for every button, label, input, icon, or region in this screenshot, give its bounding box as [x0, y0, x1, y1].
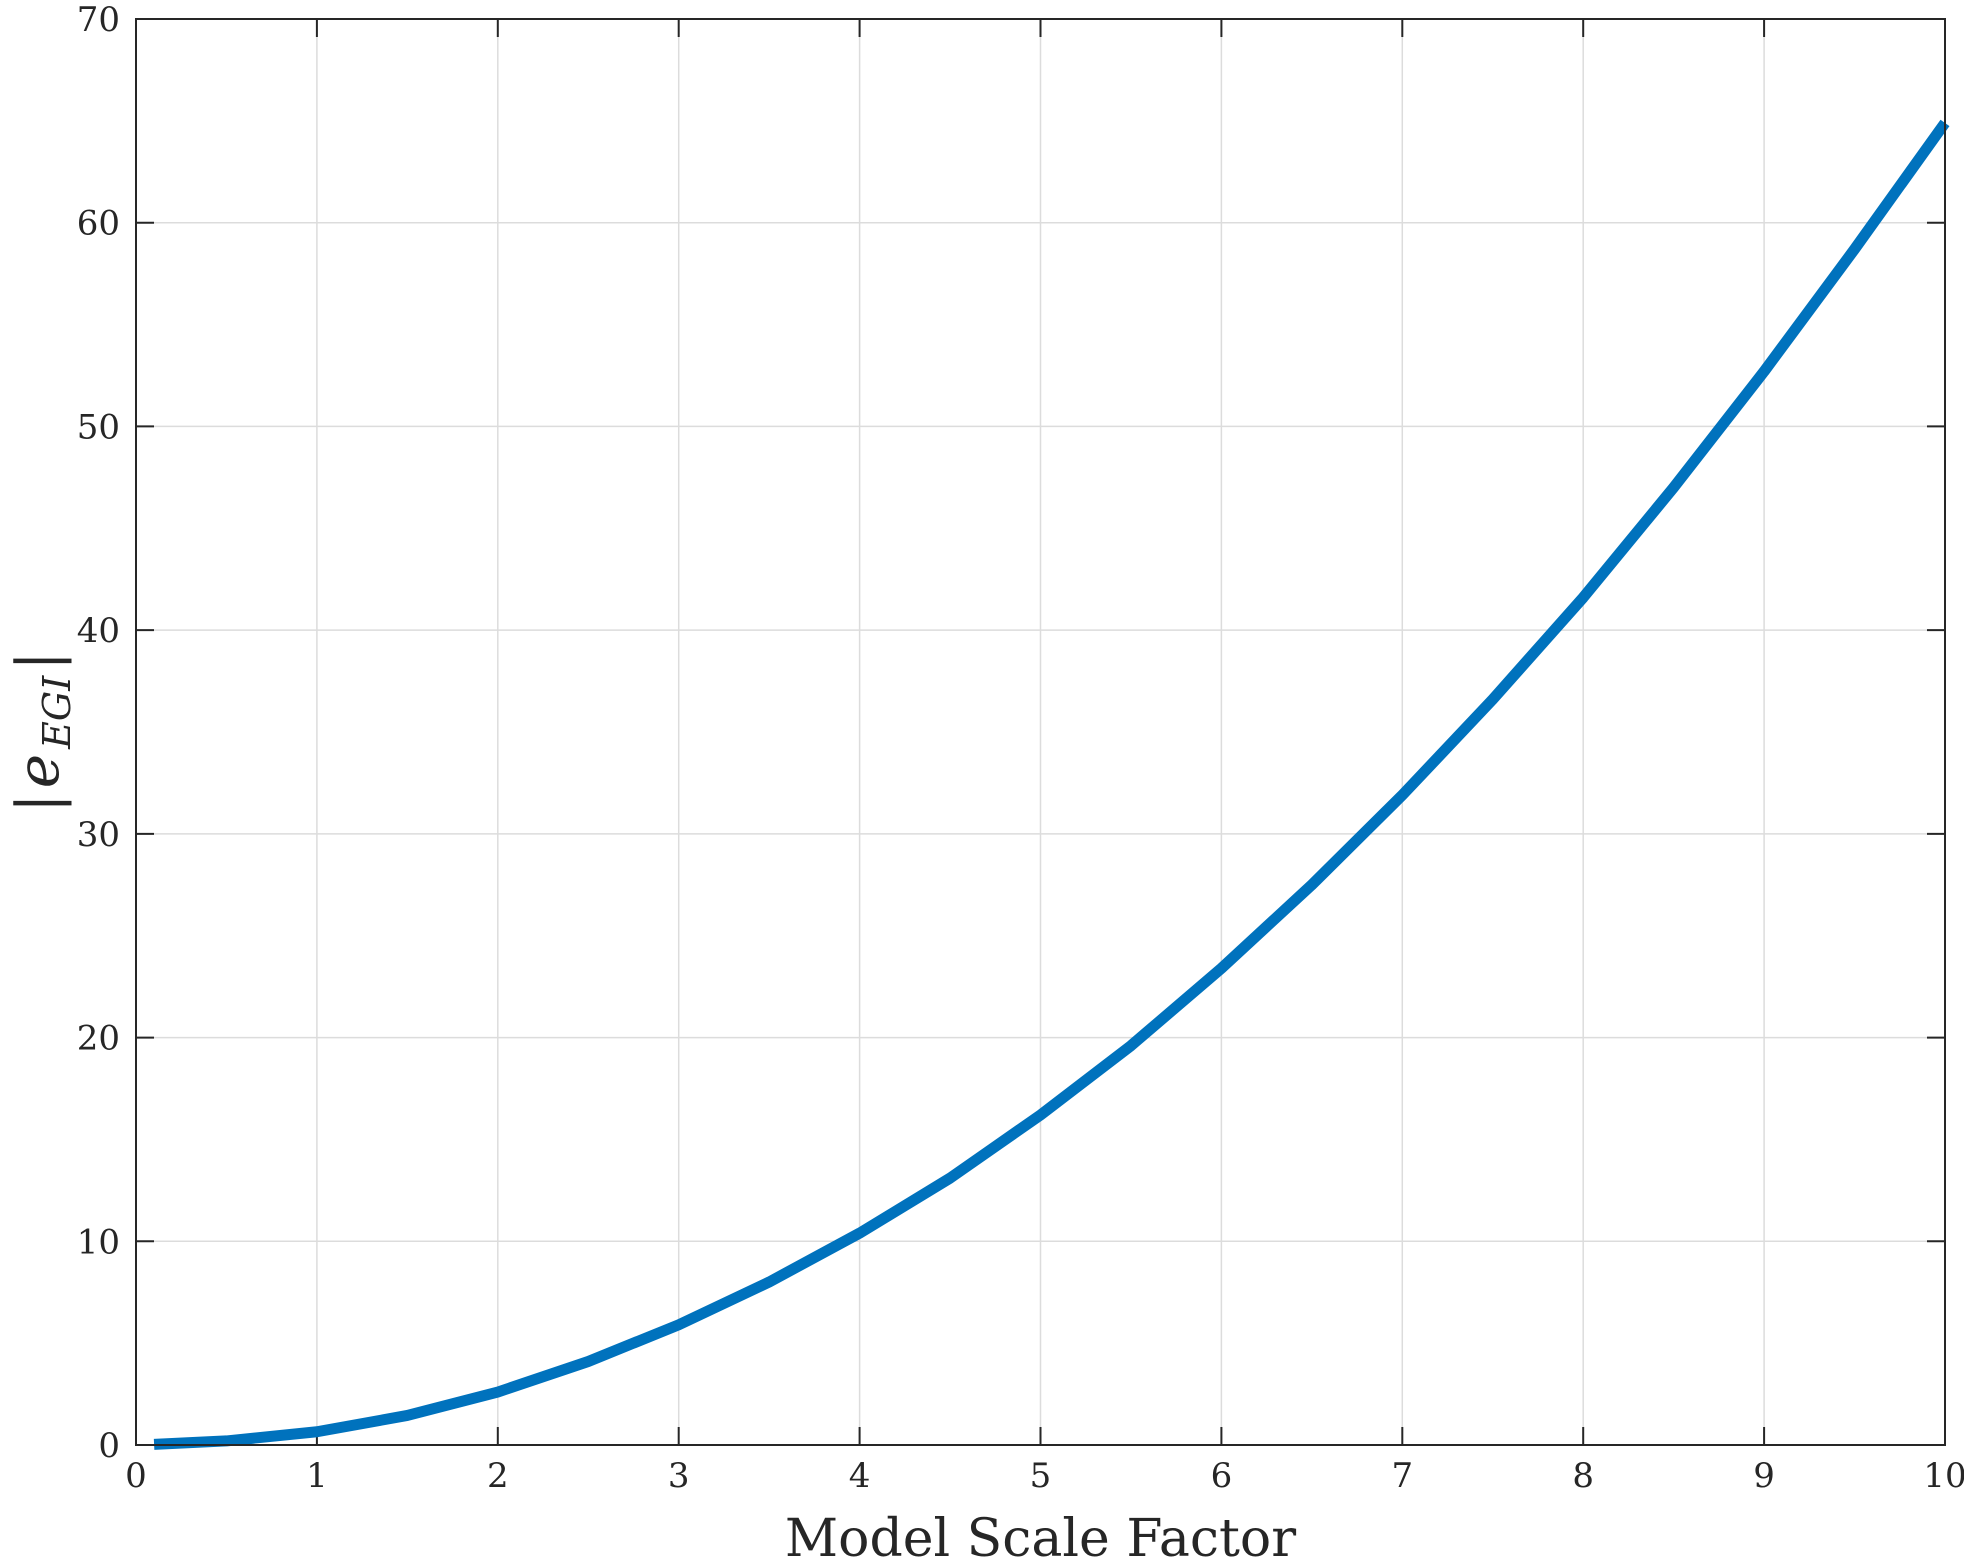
x-tick-label: 3 — [668, 1456, 690, 1496]
x-tick-label: 7 — [1391, 1456, 1413, 1496]
y-axis-label-subscript: EGI — [35, 675, 79, 750]
y-tick-label: 30 — [77, 815, 120, 855]
x-tick-labels: 0 1 2 3 4 5 6 7 8 9 10 — [125, 1456, 1964, 1496]
y-tick-label: 50 — [77, 407, 120, 447]
plot-frame — [135, 18, 1946, 1446]
y-tick-labels: 0 10 20 30 40 50 60 70 — [77, 0, 120, 1466]
y-tick-label: 70 — [77, 0, 120, 40]
y-axis-label-bar-right: | — [4, 651, 72, 671]
y-tick-label: 0 — [98, 1426, 120, 1466]
y-axis-label: | e EGI | — [4, 651, 79, 813]
series-layer — [153, 119, 1950, 1450]
y-axis-label-bar-left: | — [4, 793, 72, 813]
y-tick-label: 10 — [77, 1222, 120, 1262]
y-tick-label: 40 — [77, 611, 120, 651]
x-tick-label: 5 — [1030, 1456, 1052, 1496]
svg-text:| e EGI |: | e EGI | — [4, 651, 79, 813]
y-tick-label: 60 — [77, 204, 120, 244]
series-line-0 — [153, 119, 1950, 1450]
x-tick-label: 0 — [125, 1456, 147, 1496]
x-tick-label: 1 — [306, 1456, 328, 1496]
x-tick-label: 4 — [849, 1456, 871, 1496]
x-tick-label: 2 — [487, 1456, 509, 1496]
x-tick-label: 9 — [1753, 1456, 1775, 1496]
x-tick-label: 6 — [1211, 1456, 1233, 1496]
grid-lines — [136, 19, 1945, 1445]
y-axis-label-base: e — [4, 754, 72, 788]
y-tick-label: 20 — [77, 1019, 120, 1059]
x-axis-label: Model Scale Factor — [785, 1509, 1296, 1567]
x-tick-label: 10 — [1923, 1456, 1964, 1496]
x-tick-label: 8 — [1572, 1456, 1594, 1496]
